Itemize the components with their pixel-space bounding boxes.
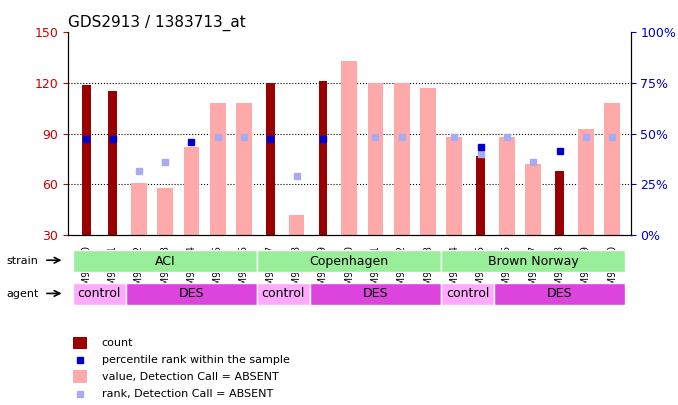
Bar <box>266 83 275 235</box>
FancyBboxPatch shape <box>257 283 310 305</box>
Bar <box>157 188 173 235</box>
Bar <box>319 81 327 235</box>
Text: Copenhagen: Copenhagen <box>310 255 388 268</box>
Bar <box>499 137 515 235</box>
Text: strain: strain <box>7 256 39 266</box>
Text: rank, Detection Call = ABSENT: rank, Detection Call = ABSENT <box>102 389 273 399</box>
Text: GDS2913 / 1383713_at: GDS2913 / 1383713_at <box>68 15 245 31</box>
Text: value, Detection Call = ABSENT: value, Detection Call = ABSENT <box>102 372 278 382</box>
Bar <box>131 183 146 235</box>
FancyBboxPatch shape <box>257 250 441 272</box>
Bar <box>108 92 117 235</box>
Bar <box>394 83 410 235</box>
Bar <box>210 103 226 235</box>
Bar <box>236 103 252 235</box>
Bar <box>367 83 383 235</box>
Bar <box>525 164 541 235</box>
Bar <box>420 88 436 235</box>
Bar <box>604 103 620 235</box>
FancyBboxPatch shape <box>125 283 257 305</box>
FancyBboxPatch shape <box>494 283 625 305</box>
Bar <box>82 85 91 235</box>
Text: DES: DES <box>178 287 204 300</box>
FancyBboxPatch shape <box>73 250 257 272</box>
Bar <box>73 370 87 383</box>
Bar <box>447 137 462 235</box>
Text: DES: DES <box>363 287 388 300</box>
Bar <box>289 215 304 235</box>
Bar <box>555 171 564 235</box>
Text: percentile rank within the sample: percentile rank within the sample <box>102 355 290 365</box>
Bar <box>477 156 485 235</box>
Text: agent: agent <box>7 289 39 298</box>
Text: control: control <box>78 287 121 300</box>
Text: DES: DES <box>546 287 572 300</box>
Text: count: count <box>102 338 133 348</box>
Text: control: control <box>446 287 490 300</box>
FancyBboxPatch shape <box>441 283 494 305</box>
Bar <box>578 129 594 235</box>
Bar <box>341 61 357 235</box>
FancyBboxPatch shape <box>310 283 441 305</box>
Bar <box>73 337 87 349</box>
FancyBboxPatch shape <box>73 283 125 305</box>
Text: ACI: ACI <box>155 255 176 268</box>
FancyBboxPatch shape <box>441 250 625 272</box>
Bar <box>184 147 199 235</box>
Text: Brown Norway: Brown Norway <box>488 255 578 268</box>
Text: control: control <box>262 287 305 300</box>
